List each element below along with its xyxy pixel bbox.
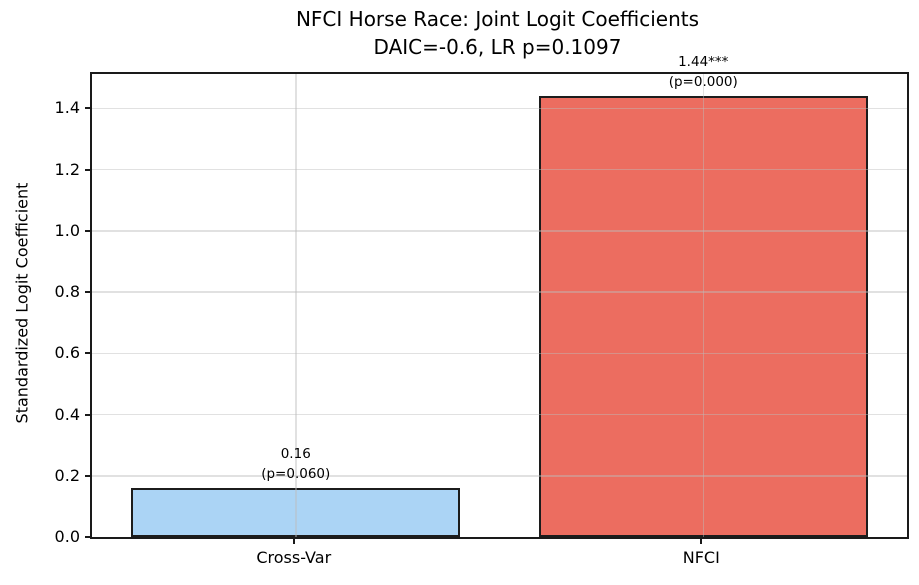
chart-title: NFCI Horse Race: Joint Logit Coefficient… <box>295 7 700 31</box>
gridline-horizontal <box>92 230 907 232</box>
title-block: NFCI Horse Race: Joint Logit Coefficient… <box>90 6 905 61</box>
y-tick-label: 0.8 <box>54 282 80 302</box>
y-tick-label: 1.2 <box>54 159 80 179</box>
bar-pvalue-label: (p=0.060) <box>261 465 331 482</box>
y-tick-mark <box>85 474 92 477</box>
y-tick-label: 1.4 <box>54 98 80 118</box>
bar-label-cross-var: 0.16 (p=0.060) <box>261 444 330 485</box>
y-tick-label: 0.6 <box>54 343 80 363</box>
x-tick-label: NFCI <box>682 548 720 567</box>
y-tick-label: 0.0 <box>54 527 80 546</box>
y-tick-mark <box>85 413 92 416</box>
bar-cross-var <box>131 488 461 537</box>
x-tick-mark <box>292 537 295 544</box>
y-tick-label: 1.0 <box>54 220 80 240</box>
x-tick-label: Cross-Var <box>256 548 332 567</box>
bar-label-nfci: 1.44*** (p=0.000) <box>669 52 738 93</box>
gridline-horizontal <box>92 291 907 293</box>
gridline-vertical <box>702 74 704 537</box>
y-tick-label: 0.2 <box>54 465 80 485</box>
y-tick-mark <box>85 107 92 110</box>
gridline-horizontal <box>92 352 907 355</box>
y-axis-label: Standardized Logit Coefficient <box>12 182 32 424</box>
bar-value-label: 0.16 <box>280 445 311 462</box>
y-tick-mark <box>85 229 92 232</box>
gridline-horizontal <box>92 475 907 477</box>
y-tick-mark <box>85 536 92 538</box>
y-tick-mark <box>85 352 92 355</box>
bar-pvalue-label: (p=0.000) <box>668 73 738 90</box>
y-tick-mark <box>85 168 92 171</box>
x-tick-mark <box>700 537 703 544</box>
gridline-horizontal <box>92 413 907 416</box>
y-tick-label: 0.4 <box>54 404 80 424</box>
bar-value-label: 1.44*** <box>678 53 729 70</box>
gridline-horizontal <box>92 168 907 171</box>
plot-area: 0.16 (p=0.060) 1.44*** (p=0.000) <box>90 54 909 539</box>
bar-nfci <box>538 96 868 537</box>
chart-subtitle: DAIC=-0.6, LR p=0.1097 <box>373 34 622 59</box>
gridline-horizontal <box>92 107 907 110</box>
y-tick-mark <box>85 291 92 294</box>
gridline-vertical <box>295 74 297 537</box>
